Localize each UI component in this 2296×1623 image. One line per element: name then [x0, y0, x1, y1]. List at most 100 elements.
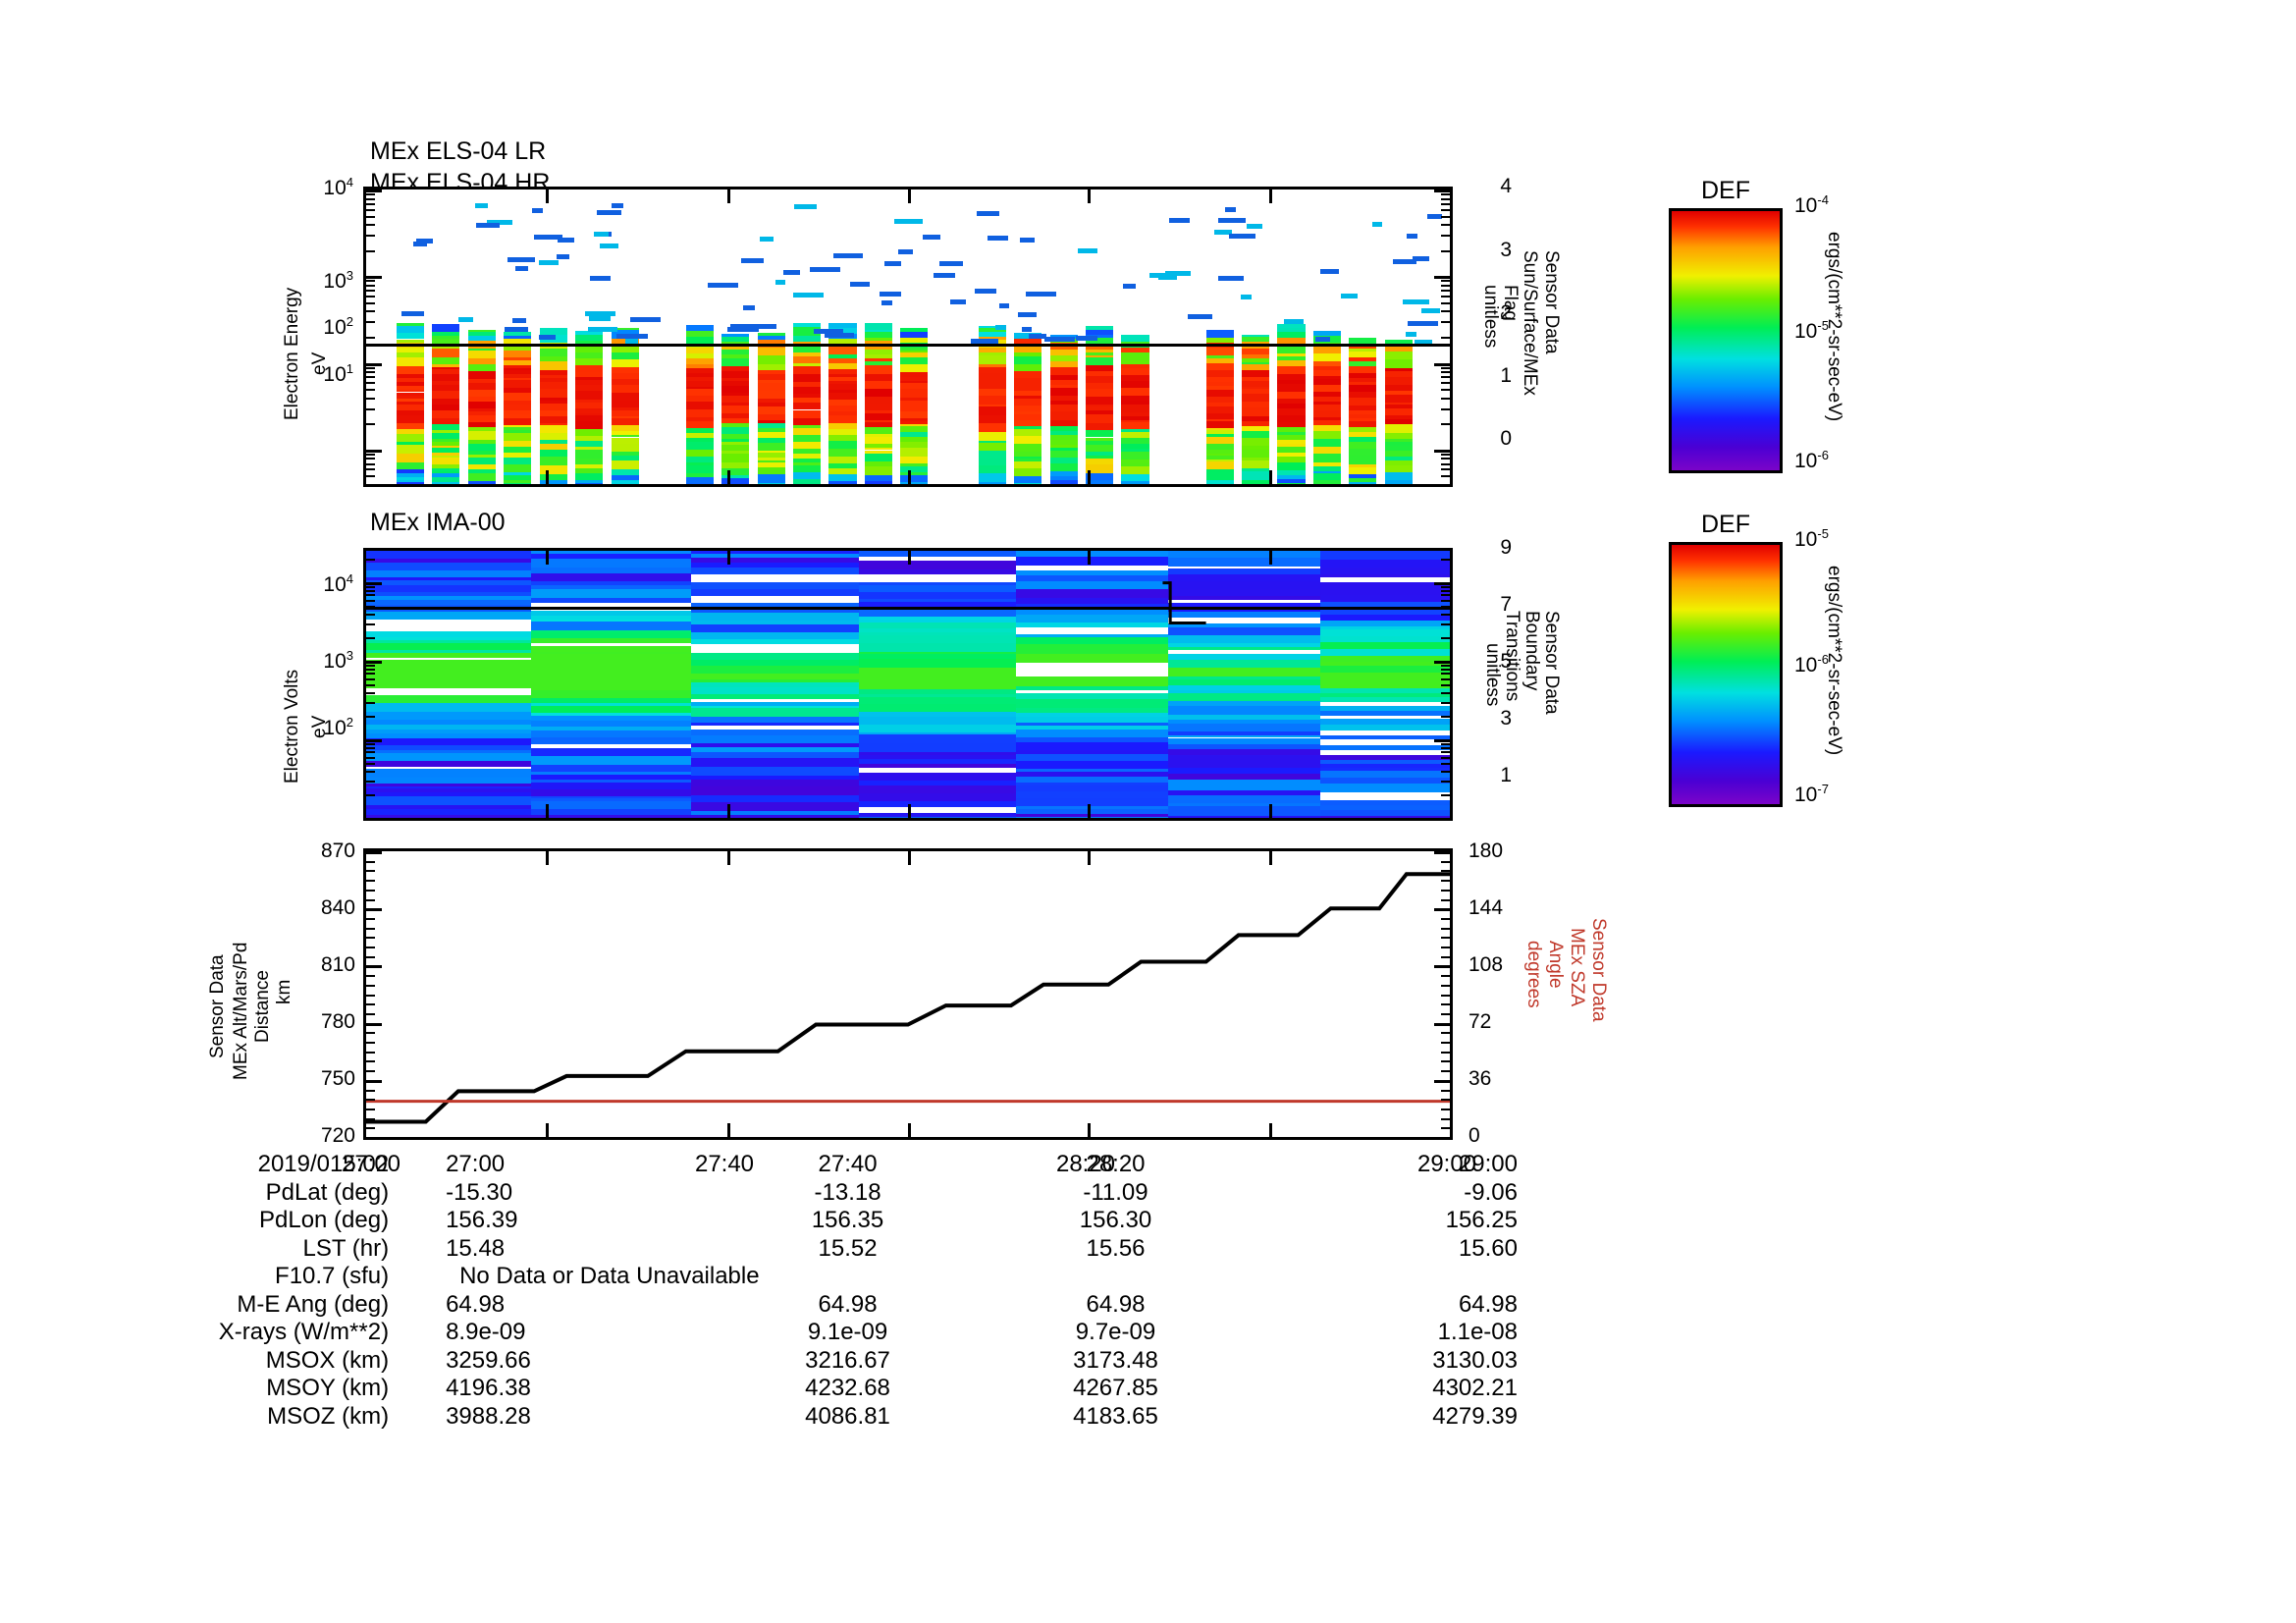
els-energy-band — [1277, 440, 1306, 444]
ima-energy-band — [366, 551, 531, 559]
els-energy-band — [575, 408, 604, 413]
els-energy-band — [539, 328, 567, 336]
ima-energy-band — [859, 581, 1017, 585]
els-hr-marker — [584, 311, 615, 317]
els-energy-band — [685, 456, 714, 462]
els-hr-marker — [1320, 269, 1339, 275]
ima-energy-band — [366, 612, 531, 621]
ima-energy-band — [1167, 600, 1320, 604]
els-energy-band — [978, 473, 1006, 483]
ima-energy-band — [1016, 771, 1168, 778]
ima-energy-band — [1016, 589, 1168, 598]
ima-energy-band — [530, 654, 692, 663]
els-energy-band — [467, 431, 496, 440]
table-row: PdLon (deg) 156.39 156.35 156.30 156.25 — [147, 1207, 1522, 1235]
axis-tick — [366, 937, 375, 940]
ima-energy-band — [366, 650, 531, 654]
els-energy-band — [432, 399, 460, 406]
axis-tick — [546, 470, 550, 484]
axis-tick — [908, 851, 911, 865]
els-energy-band — [721, 357, 750, 367]
ima-energy-band — [1319, 705, 1450, 712]
els-energy-band — [1049, 463, 1078, 472]
els-energy-band — [864, 365, 892, 375]
table-cell: 3216.67 — [805, 1346, 890, 1374]
els-energy-band — [792, 442, 822, 450]
table-row: MSOY (km) 4196.38 4232.68 4267.85 4302.21 — [147, 1375, 1522, 1403]
els-energy-band — [1242, 354, 1270, 358]
ima-energy-band — [1319, 577, 1450, 582]
axis-tick — [366, 295, 375, 298]
els-energy-band — [467, 402, 496, 409]
axis-tick — [908, 551, 911, 565]
els-energy-band — [504, 377, 532, 381]
els-spectrogram-panel[interactable] — [363, 187, 1453, 487]
els-energy-band — [504, 417, 532, 425]
ima-energy-band — [859, 574, 1017, 582]
axis-tick — [366, 1099, 375, 1102]
ima-energy-band — [1319, 718, 1450, 725]
els-energy-band — [1384, 404, 1413, 409]
els-energy-band — [721, 353, 750, 358]
els-energy-band — [396, 323, 425, 326]
ima-energy-band — [366, 577, 531, 581]
table-row-label: PdLon (deg) — [258, 1207, 390, 1233]
ima-rtick-9: 9 — [1500, 536, 1512, 559]
ima-energy-band — [691, 701, 860, 707]
els-energy-band — [1242, 407, 1270, 417]
ima-energy-band — [859, 793, 1017, 801]
table-row-label: 2019/015:02 — [257, 1151, 390, 1177]
axis-tick — [366, 1079, 382, 1083]
ima-energy-band — [1016, 682, 1168, 686]
ima-energy-band — [366, 766, 531, 770]
ima-spectrogram-panel[interactable] — [363, 548, 1453, 821]
els-energy-band — [864, 380, 892, 389]
table-cell: 3988.28 — [446, 1402, 531, 1430]
ima-energy-band — [691, 603, 860, 610]
els-energy-band — [1014, 461, 1042, 469]
altitude-sza-panel[interactable] — [363, 848, 1453, 1140]
els-energy-band — [539, 348, 567, 357]
els-hr-marker — [1415, 340, 1432, 346]
els-hr-marker — [995, 324, 1007, 330]
els-energy-band — [792, 454, 822, 459]
ima-energy-band — [1016, 653, 1168, 657]
els-energy-band — [1205, 329, 1234, 339]
els-energy-band — [1014, 410, 1042, 414]
els-energy-band — [900, 423, 929, 427]
els-energy-band — [1049, 388, 1078, 396]
axis-tick — [366, 1051, 375, 1054]
axis-tick — [366, 284, 375, 287]
els-energy-band — [900, 397, 929, 401]
axis-tick — [366, 1042, 375, 1044]
ima-energy-band — [530, 553, 692, 559]
els-energy-band — [396, 373, 425, 379]
ima-energy-band — [366, 688, 531, 695]
els-energy-band — [1384, 451, 1413, 458]
els-hr-marker — [1340, 294, 1359, 299]
ima-energy-band — [366, 592, 531, 597]
table-cell: -9.06 — [1464, 1178, 1518, 1206]
els-energy-band — [792, 393, 822, 398]
ima-energy-band — [366, 720, 531, 725]
ima-energy-band — [1319, 568, 1450, 575]
ima-energy-band — [530, 726, 692, 731]
table-cell: 28:20 — [1086, 1151, 1146, 1177]
axis-tick — [1441, 599, 1450, 602]
ima-energy-band — [1167, 689, 1320, 694]
els-energy-band — [1277, 443, 1306, 448]
els-energy-band — [900, 447, 929, 457]
els-energy-band — [1349, 373, 1377, 379]
els-energy-band — [900, 389, 929, 398]
axis-tick — [366, 927, 375, 930]
axis-tick — [1088, 1123, 1092, 1137]
axis-tick — [366, 366, 375, 369]
els-energy-band — [685, 421, 714, 429]
els-energy-band — [575, 357, 604, 366]
els-energy-band — [575, 352, 604, 358]
els-energy-band — [721, 406, 750, 414]
els-energy-band — [539, 473, 567, 480]
ima-energy-band — [691, 723, 860, 726]
ima-right-label-4: unitless — [1481, 643, 1503, 707]
els-energy-band — [504, 331, 532, 337]
